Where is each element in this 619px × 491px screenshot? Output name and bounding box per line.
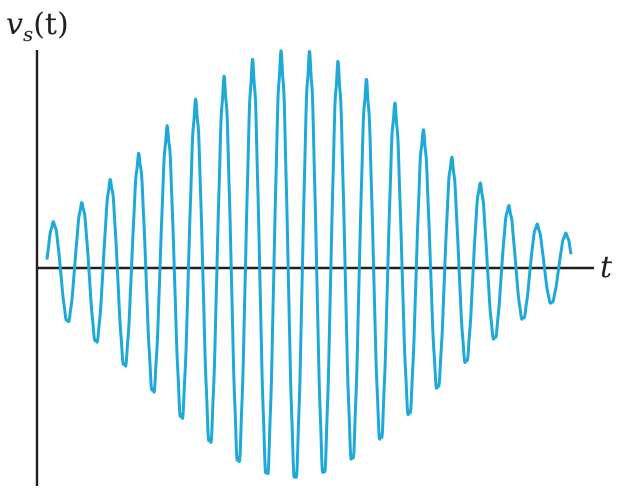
modulated-signal-curve bbox=[45, 49, 573, 479]
y-axis-label: vs(t) bbox=[6, 7, 69, 46]
y-axis-label-arg: (t) bbox=[33, 7, 68, 42]
x-axis-label: t bbox=[600, 250, 613, 285]
y-axis-label-main: v bbox=[6, 7, 23, 42]
y-axis-label-sub: s bbox=[23, 22, 33, 46]
